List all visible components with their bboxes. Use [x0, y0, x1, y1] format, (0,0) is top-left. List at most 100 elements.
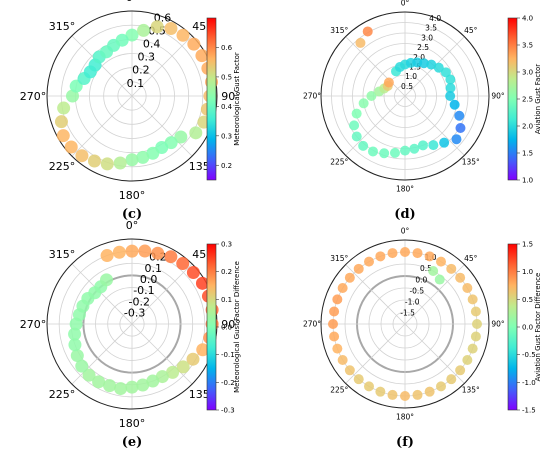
- data-point: [436, 256, 446, 267]
- caption-e: (e): [122, 435, 143, 450]
- angle-tick-label: 180°: [119, 189, 146, 202]
- colorbar: [206, 243, 217, 411]
- grid-spoke: [131, 323, 193, 385]
- radial-tick-label: 2.0: [413, 53, 425, 62]
- data-point: [353, 263, 364, 274]
- data-point: [332, 294, 343, 305]
- radial-tick-label: -0.5: [409, 286, 424, 295]
- colorbar-tick-label: 0.6: [221, 44, 233, 52]
- data-point: [75, 359, 89, 373]
- data-point: [344, 365, 355, 376]
- grid-spoke: [71, 323, 133, 385]
- data-point: [353, 374, 364, 385]
- radial-tick-label: -1.5: [400, 309, 415, 318]
- data-point: [64, 140, 78, 154]
- grid-spoke: [71, 35, 133, 97]
- data-point: [174, 130, 188, 144]
- angle-tick-label: 0°: [126, 0, 139, 4]
- data-point: [100, 273, 113, 287]
- data-point: [125, 153, 139, 167]
- data-point: [189, 126, 203, 140]
- data-point: [379, 148, 390, 159]
- colorbar-tick-label: 0.5: [522, 296, 533, 304]
- data-point: [344, 272, 355, 283]
- data-point: [329, 331, 340, 342]
- radial-tick-label: 4.0: [429, 14, 441, 23]
- data-point: [412, 389, 423, 400]
- data-point: [470, 331, 481, 342]
- data-point: [439, 137, 450, 148]
- data-point: [70, 349, 84, 363]
- data-point: [114, 382, 128, 396]
- data-point: [186, 352, 200, 366]
- data-point: [164, 22, 178, 36]
- data-point: [446, 374, 457, 385]
- data-point: [400, 145, 410, 156]
- angle-tick-label: 0°: [401, 0, 410, 8]
- data-point: [358, 140, 369, 151]
- colorbar-tick-label: -0.2: [221, 379, 235, 387]
- grid-spoke: [131, 95, 193, 157]
- colorbar-label: Aviation Gust Factor Difference: [534, 273, 542, 382]
- angle-tick-label: 180°: [396, 413, 414, 422]
- data-point: [112, 245, 126, 259]
- data-point: [467, 294, 478, 305]
- angle-tick-label: 90°: [221, 90, 241, 103]
- data-point: [113, 156, 127, 170]
- data-point: [136, 378, 150, 392]
- grid-spoke: [345, 323, 406, 384]
- data-point: [337, 355, 348, 365]
- colorbar-tick-label: 1.5: [522, 241, 533, 249]
- caption-d: (d): [394, 207, 415, 222]
- data-point: [428, 140, 439, 151]
- grid-spoke: [404, 323, 465, 384]
- data-point: [56, 129, 70, 143]
- data-point: [436, 381, 446, 392]
- data-point: [146, 374, 160, 388]
- data-point: [136, 150, 150, 164]
- colorbar-tick-label: 3.5: [522, 42, 533, 50]
- data-point: [387, 248, 398, 259]
- colorbar-tick-label: -0.3: [221, 407, 235, 415]
- radial-tick-label: -1.0: [405, 297, 420, 306]
- data-point: [428, 266, 439, 277]
- radial-tick-label: 1.0: [405, 72, 417, 81]
- data-point: [449, 99, 460, 110]
- data-point: [115, 33, 129, 47]
- grid-spoke: [345, 95, 406, 156]
- data-point: [349, 120, 360, 131]
- grid-spoke: [345, 264, 406, 325]
- grid-spoke: [404, 264, 465, 325]
- radial-tick-label: 0.0: [415, 275, 427, 284]
- angle-tick-label: 225°: [330, 157, 348, 166]
- data-point: [68, 327, 82, 341]
- colorbar-tick-label: 4.0: [522, 15, 533, 23]
- data-point: [424, 386, 435, 397]
- grid-spoke: [131, 35, 193, 97]
- data-point: [366, 91, 377, 101]
- data-point: [195, 276, 209, 290]
- colorbar-tick-label: 0.4: [221, 103, 233, 111]
- data-point: [146, 146, 160, 160]
- data-point: [82, 368, 96, 382]
- data-point: [176, 360, 190, 374]
- data-point: [455, 123, 466, 134]
- data-point: [196, 343, 210, 357]
- angle-tick-label: 270°: [303, 320, 321, 329]
- radial-tick-label: 0.5: [401, 82, 413, 91]
- radial-tick-label: 3.0: [421, 33, 433, 42]
- grid-spoke: [71, 263, 133, 325]
- angle-tick-label: 225°: [49, 388, 76, 401]
- data-point: [389, 147, 400, 158]
- data-point: [137, 23, 151, 37]
- angle-tick-label: 45°: [464, 26, 478, 35]
- data-point: [445, 91, 456, 101]
- angle-tick-label: 315°: [330, 26, 348, 35]
- data-point: [195, 49, 209, 63]
- data-point: [455, 272, 466, 283]
- radial-tick-label: 3.5: [425, 24, 437, 33]
- colorbar-tick-label: 0.0: [221, 324, 232, 332]
- data-point: [440, 67, 451, 78]
- data-point: [54, 115, 68, 129]
- data-point: [462, 283, 473, 293]
